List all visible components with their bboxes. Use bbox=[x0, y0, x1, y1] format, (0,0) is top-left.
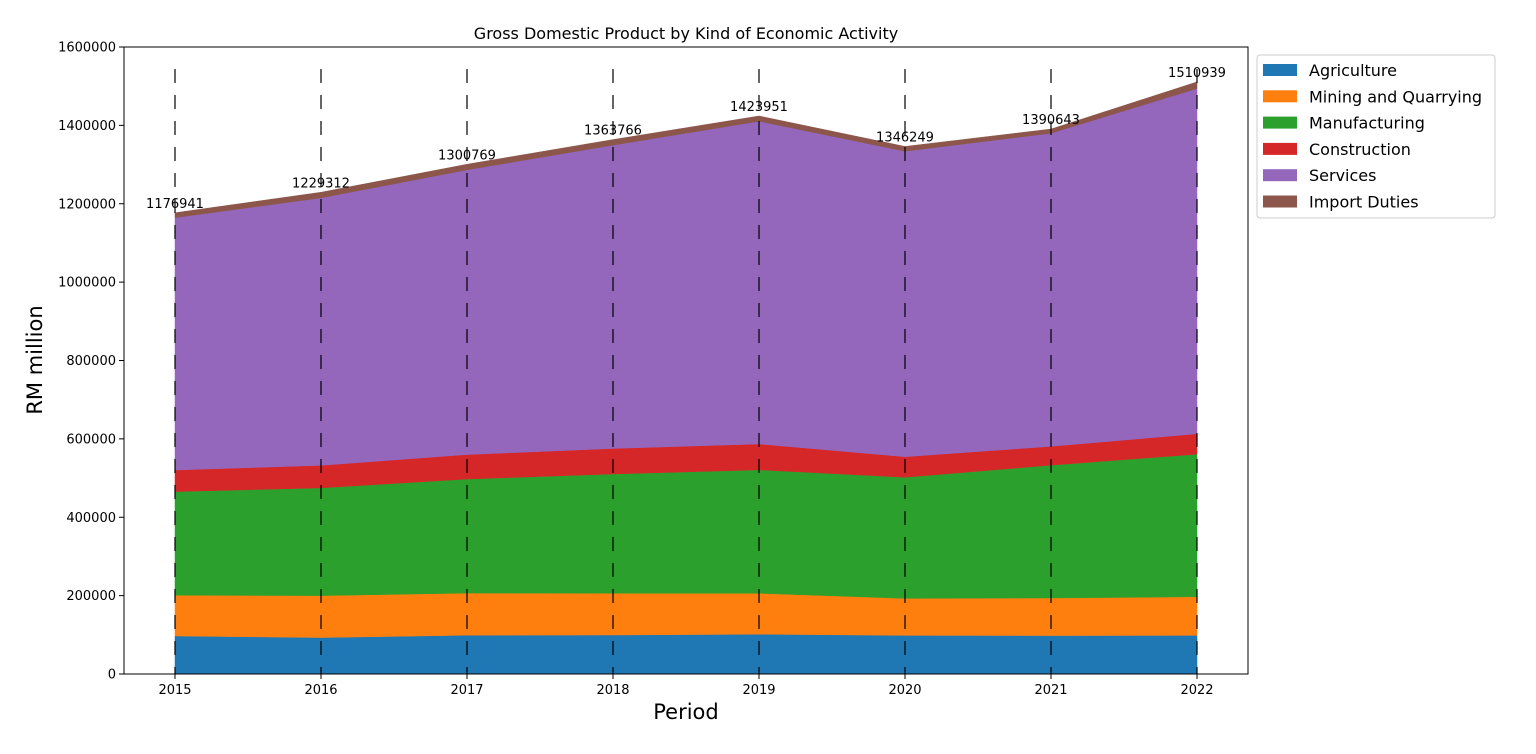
legend-label-agriculture: Agriculture bbox=[1309, 61, 1397, 80]
x-axis-ticks: 2015 2016 2017 2018 2019 2020 2021 2022 bbox=[158, 674, 1214, 698]
y-tick-label: 0 bbox=[108, 668, 116, 683]
y-tick-label: 600000 bbox=[66, 432, 116, 447]
total-label-2015: 1176941 bbox=[146, 197, 204, 212]
total-labels: 1176941 1229312 1300769 1363766 1423951 13462… bbox=[146, 66, 1226, 212]
area-mining-and-quarrying bbox=[174, 592, 1198, 638]
legend-swatch-mining-and-quarrying bbox=[1263, 90, 1297, 103]
total-label-2016: 1229312 bbox=[292, 176, 350, 191]
y-tick-label: 1200000 bbox=[58, 197, 116, 212]
total-label-2020: 1346249 bbox=[876, 130, 934, 145]
y-tick-label: 200000 bbox=[66, 589, 116, 604]
total-label-2017: 1300769 bbox=[438, 148, 496, 163]
total-label-2021: 1390643 bbox=[1022, 113, 1080, 128]
area-agriculture bbox=[174, 633, 1198, 675]
total-label-2018: 1363766 bbox=[584, 124, 642, 139]
x-tick-label: 2020 bbox=[888, 683, 921, 698]
legend-frame bbox=[1256, 54, 1496, 219]
legend-label-import-duties: Import Duties bbox=[1309, 193, 1419, 212]
x-tick-label: 2017 bbox=[450, 683, 483, 698]
total-label-2022: 1510939 bbox=[1168, 66, 1226, 81]
legend-swatch-services bbox=[1263, 169, 1297, 182]
x-tick-label: 2018 bbox=[596, 683, 629, 698]
y-axis-ticks: 0 200000 400000 600000 800000 1000000 1200000 1… bbox=[58, 41, 124, 683]
y-tick-label: 800000 bbox=[66, 354, 116, 369]
legend-label-services: Services bbox=[1309, 166, 1376, 185]
legend-swatch-import-duties bbox=[1263, 195, 1297, 208]
legend-swatch-agriculture bbox=[1263, 64, 1297, 76]
legend-label-mining-and-quarrying: Mining and Quarrying bbox=[1309, 87, 1482, 106]
y-tick-label: 1400000 bbox=[58, 119, 116, 134]
legend-label-manufacturing: Manufacturing bbox=[1309, 114, 1425, 133]
x-tick-label: 2016 bbox=[304, 683, 337, 698]
x-tick-label: 2019 bbox=[742, 683, 775, 698]
legend-swatch-construction bbox=[1263, 142, 1297, 155]
legend-swatch-manufacturing bbox=[1263, 116, 1297, 129]
x-axis-label: Period bbox=[653, 700, 718, 724]
x-tick-label: 2022 bbox=[1180, 683, 1213, 698]
y-tick-label: 1000000 bbox=[58, 276, 116, 291]
x-tick-label: 2021 bbox=[1034, 683, 1067, 698]
period-gridlines bbox=[174, 69, 1198, 674]
legend-label-construction: Construction bbox=[1309, 140, 1411, 159]
area-layers bbox=[174, 81, 1198, 675]
y-axis-label: RM million bbox=[23, 305, 47, 414]
y-tick-label: 400000 bbox=[66, 511, 116, 526]
y-tick-label: 1600000 bbox=[58, 41, 116, 56]
x-tick-label: 2015 bbox=[158, 683, 191, 698]
chart-title: Gross Domestic Product by Kind of Econom… bbox=[474, 24, 898, 43]
area-import-duties bbox=[174, 81, 1198, 218]
total-label-2019: 1423951 bbox=[730, 100, 788, 115]
legend: Agriculture Mining and Quarrying Manufactu… bbox=[1256, 54, 1496, 219]
